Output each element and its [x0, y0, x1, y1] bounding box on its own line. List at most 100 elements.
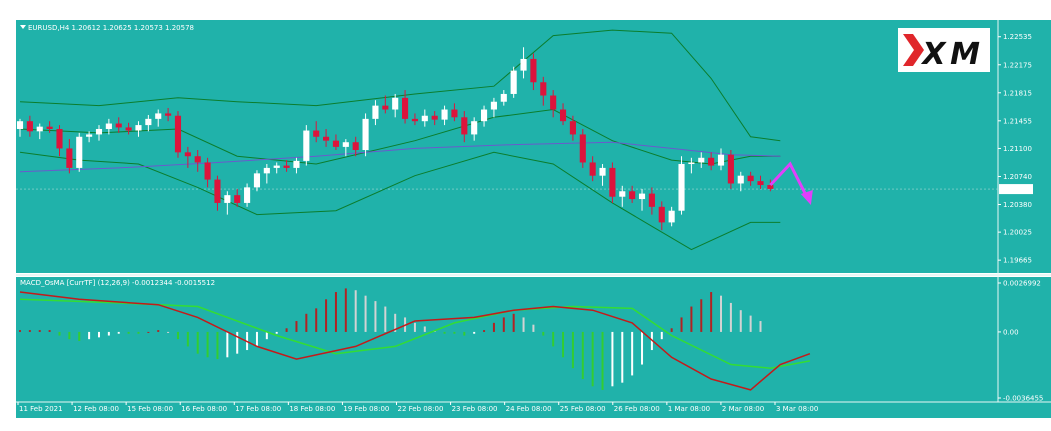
candle-body: [56, 128, 63, 149]
macd-histogram-bar: [591, 331, 594, 387]
macd-histogram-bar: [532, 324, 535, 332]
candle-body: [638, 193, 646, 200]
macd-histogram-bar: [325, 299, 328, 332]
candle-body: [26, 121, 33, 132]
macd-panel[interactable]: [16, 277, 1051, 402]
candle-body: [145, 118, 152, 126]
candle-body: [184, 152, 191, 157]
macd-histogram-bar: [176, 331, 179, 340]
macd-histogram-bar: [720, 295, 723, 332]
macd-histogram-bar: [68, 331, 71, 340]
price-tick-label: 1.20025: [1003, 229, 1032, 237]
macd-histogram-bar: [196, 331, 199, 354]
time-tick-label: 16 Feb 08:00: [181, 405, 227, 413]
candle-body: [717, 154, 725, 166]
candle-body: [441, 109, 448, 120]
macd-histogram-bar: [571, 331, 574, 369]
macd-histogram-bar: [522, 317, 525, 332]
candle-body: [392, 97, 399, 110]
candle-body: [402, 97, 409, 119]
macd-histogram-bar: [374, 301, 377, 332]
price-tick-label: 1.21455: [1003, 117, 1032, 125]
candle-body: [273, 165, 280, 168]
macd-histogram-bar: [127, 331, 130, 334]
candle-body: [579, 134, 586, 163]
candle-body: [66, 148, 73, 168]
macd-histogram-bar: [38, 330, 41, 332]
candle-body: [95, 128, 103, 135]
macd-histogram-bar: [680, 317, 683, 332]
macd-histogram-bar: [423, 326, 426, 332]
candle-body: [540, 82, 547, 96]
macd-histogram-bar: [670, 328, 673, 332]
symbol-info-text: EURUSD,H4 1.20612 1.20625 1.20573 1.2057…: [28, 24, 194, 32]
macd-histogram-bar: [216, 331, 219, 360]
candle-body: [372, 105, 379, 119]
candle-body: [510, 70, 517, 94]
candle-body: [362, 118, 369, 151]
xm-logo-letter-x: X: [920, 37, 947, 72]
candle-body: [155, 113, 162, 119]
macd-histogram-bar: [97, 331, 100, 338]
candle-body: [313, 130, 320, 137]
macd-histogram-bar: [265, 331, 268, 340]
candle-body: [36, 126, 43, 132]
macd-histogram-bar: [749, 315, 752, 332]
candle-body: [332, 140, 340, 147]
candle-body: [757, 181, 764, 186]
macd-histogram-bar: [117, 331, 120, 334]
time-tick-label: 17 Feb 08:00: [235, 405, 281, 413]
macd-histogram-bar: [147, 331, 150, 333]
candle-body: [451, 109, 458, 118]
candle-body: [16, 121, 24, 129]
time-tick-label: 12 Feb 08:00: [73, 405, 119, 413]
candle-body: [303, 130, 310, 161]
candle-body: [550, 95, 557, 110]
macd-tick-label: 0.00: [1003, 328, 1019, 336]
macd-histogram-bar: [641, 331, 644, 365]
xm-logo-icon: [903, 34, 924, 66]
macd-histogram-bar: [78, 331, 81, 341]
macd-histogram-bar: [384, 306, 387, 332]
candle-body: [411, 118, 418, 122]
candle-body: [648, 193, 655, 207]
macd-histogram-bar: [236, 331, 239, 354]
macd-histogram-bar: [552, 331, 555, 347]
price-tick-label: 1.22535: [1003, 33, 1032, 41]
macd-histogram-bar: [690, 306, 693, 332]
macd-tick-label: 0.0026992: [1003, 280, 1041, 288]
candle-body: [658, 206, 665, 223]
candle-body: [234, 195, 241, 203]
macd-histogram-bar: [502, 317, 505, 332]
price-tick-label: 1.20380: [1003, 201, 1032, 209]
macd-histogram-bar: [492, 322, 495, 332]
candle-body: [569, 121, 576, 135]
candle-body: [283, 165, 290, 168]
macd-histogram-bar: [19, 330, 21, 332]
macd-histogram-bar: [315, 308, 318, 332]
candle-body: [688, 162, 695, 165]
macd-histogram-bar: [621, 331, 624, 383]
time-tick-label: 23 Feb 08:00: [452, 405, 498, 413]
macd-histogram-bar: [443, 331, 446, 334]
macd-histogram-bar: [285, 328, 288, 332]
candle-body: [253, 173, 261, 188]
price-tick-label: 1.22175: [1003, 61, 1032, 69]
chart-menu-icon[interactable]: [20, 25, 26, 29]
bollinger-upper-line: [19, 29, 781, 142]
macd-histogram-bar: [413, 322, 416, 332]
bollinger-lower-line: [19, 151, 781, 251]
macd-histogram-bar: [739, 310, 742, 332]
time-tick-label: 18 Feb 08:00: [289, 405, 335, 413]
candle-body: [678, 164, 685, 211]
time-tick-label: 2 Mar 08:00: [722, 405, 764, 413]
price-tick-label: 1.20740: [1003, 173, 1032, 181]
candle-body: [125, 127, 132, 131]
candle-body: [244, 187, 251, 203]
macd-histogram-bar: [729, 302, 732, 332]
macd-histogram-bar: [28, 330, 31, 332]
macd-histogram-bar: [295, 321, 298, 332]
macd-histogram-bar: [334, 292, 337, 332]
